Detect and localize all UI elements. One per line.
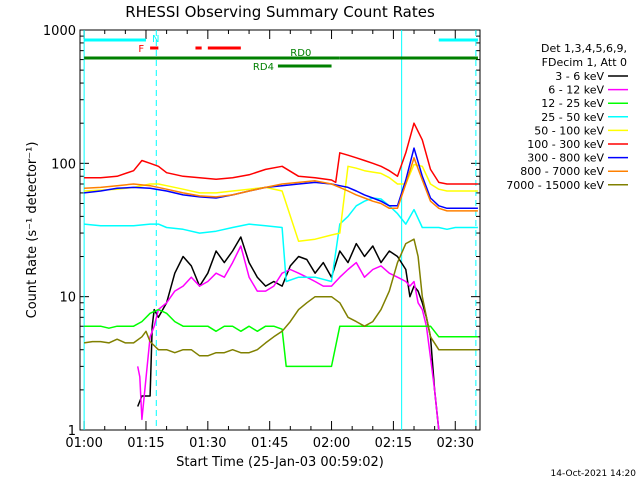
- observing-bar-label-f: F: [138, 44, 144, 55]
- series-line-5: [84, 163, 478, 243]
- y-axis-label: Count Rate (s⁻¹ detector⁻¹): [25, 142, 40, 319]
- chart-title: RHESSI Observing Summary Count Rates: [125, 3, 435, 21]
- y-tick-label: 1: [68, 424, 76, 439]
- legend-label-6: 100 - 300 keV: [527, 138, 604, 151]
- series-line-3: [84, 308, 478, 368]
- legend-label-8: 800 - 7000 keV: [520, 165, 604, 178]
- x-tick-label: 01:15: [127, 436, 164, 451]
- legend-label-7: 300 - 800 keV: [527, 152, 604, 165]
- plot-frame: [79, 29, 481, 431]
- legend-label-3: 12 - 25 keV: [541, 97, 604, 110]
- legend-label-9: 7000 - 15000 keV: [506, 179, 604, 192]
- x-tick-label: 02:00: [313, 436, 350, 451]
- series-line-6: [84, 122, 478, 185]
- legend-label-5: 50 - 100 keV: [534, 124, 604, 137]
- legend-header-line-2: FDecim 1, Att 0: [542, 56, 627, 69]
- legend-label-2: 6 - 12 keV: [548, 84, 604, 97]
- x-tick-label: 02:15: [375, 436, 412, 451]
- series-line-7: [84, 147, 478, 210]
- y-tick-label: 1000: [43, 24, 76, 39]
- legend-header-line-1: Det 1,3,4,5,6,9,: [541, 42, 627, 55]
- series-line-4: [84, 197, 478, 283]
- y-tick-label: 100: [51, 157, 76, 172]
- legend-label-4: 25 - 50 keV: [541, 111, 604, 124]
- x-tick-label: 01:00: [65, 436, 102, 451]
- legend-label-1: 3 - 6 keV: [555, 70, 604, 83]
- x-axis-label: Start Time (25-Jan-03 00:59:02): [176, 455, 384, 470]
- series-line-1: [137, 236, 440, 431]
- x-tick-label: 01:45: [251, 436, 288, 451]
- x-tick-label: 01:30: [189, 436, 226, 451]
- footer-timestamp: 14-Oct-2021 14:20: [551, 469, 637, 479]
- y-tick-label: 10: [59, 291, 76, 306]
- series-line-2: [136, 245, 440, 431]
- series-line-8: [84, 157, 478, 212]
- observing-bar-label-rd0: RD0: [290, 48, 311, 59]
- observing-bar-label-n: N: [152, 34, 159, 45]
- x-tick-label: 02:30: [437, 436, 474, 451]
- series-line-9: [83, 238, 478, 357]
- observing-bar-label-rd4: RD4: [253, 62, 274, 73]
